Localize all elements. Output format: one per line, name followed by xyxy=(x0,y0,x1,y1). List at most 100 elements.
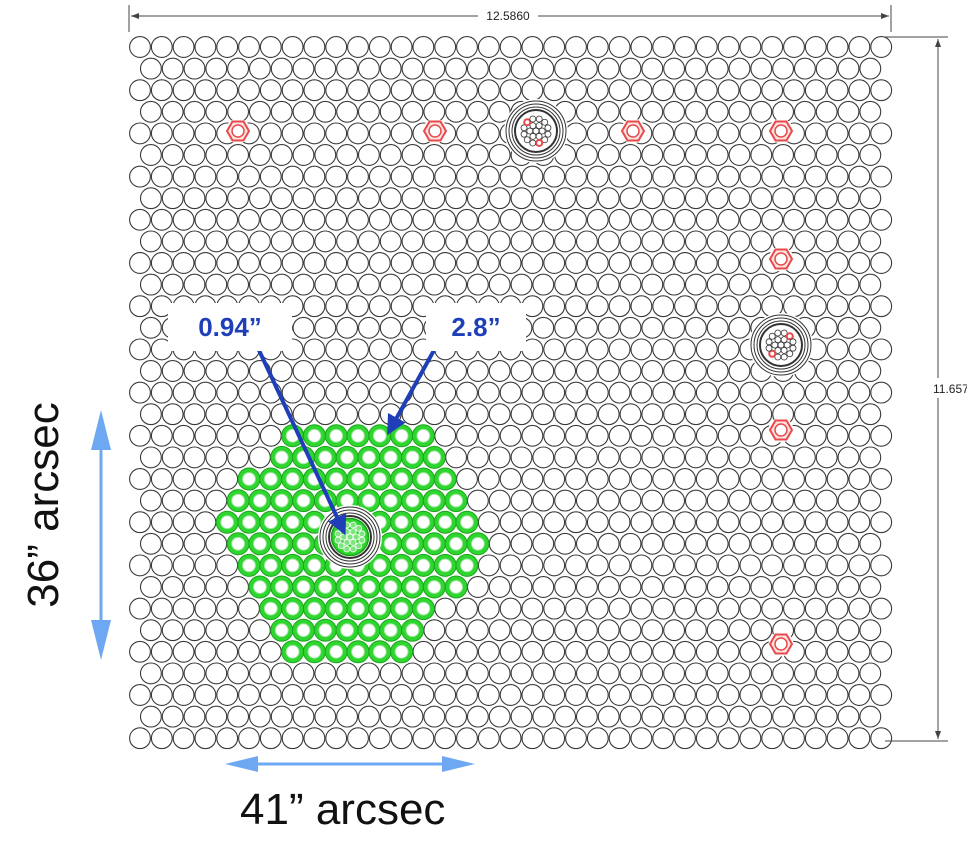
fiber-circle xyxy=(139,532,162,555)
fiber-circle xyxy=(281,122,304,145)
fiber-circle xyxy=(575,576,598,598)
fiber-circle xyxy=(347,381,369,404)
fiber-circle xyxy=(717,165,740,188)
highlighted-fiber-core xyxy=(416,515,431,530)
fiber-circle xyxy=(695,208,718,231)
highlighted-fiber-core xyxy=(449,536,464,551)
fiber-circle xyxy=(456,424,478,447)
bundle-ring xyxy=(319,506,381,568)
fiber-circle xyxy=(630,597,653,620)
fiber-circle xyxy=(739,424,762,447)
fiber-circle xyxy=(870,468,893,490)
fiber-circle xyxy=(859,316,882,339)
fiber-circle xyxy=(565,511,587,534)
fiber-circle xyxy=(826,381,849,404)
fiber-circle xyxy=(663,662,686,685)
fiber-circle xyxy=(314,57,337,80)
fiber-circle xyxy=(499,468,522,490)
fiber-circle xyxy=(706,57,729,80)
highlighted-fiber-core xyxy=(285,644,300,659)
fiber-circle xyxy=(456,252,478,274)
fiber-circle xyxy=(739,36,762,58)
fiber-circle xyxy=(793,230,816,253)
fiber-circle xyxy=(379,144,402,166)
fiber-circle xyxy=(205,230,228,253)
highlighted-fiber-core xyxy=(329,601,344,616)
pitch-arrow xyxy=(387,342,440,436)
fiber-circle xyxy=(510,360,533,382)
fiber-circle xyxy=(259,727,282,750)
fiber-circle xyxy=(543,727,566,750)
highlighted-fiber-core xyxy=(274,580,289,594)
fiber-circle xyxy=(554,57,577,80)
fiber-circle xyxy=(336,705,359,728)
fiber-circle xyxy=(434,208,457,231)
fiber-circle xyxy=(347,252,369,274)
bundle-ring xyxy=(505,100,567,162)
fiber-circle xyxy=(619,273,642,296)
highlighted-fiber-core xyxy=(263,472,278,486)
highlighted-fiber-core xyxy=(274,536,289,551)
fiber-circle xyxy=(129,338,151,361)
bundle-ring xyxy=(511,106,561,156)
fiber-circle xyxy=(139,230,162,253)
fiber-circle xyxy=(477,727,500,750)
fiber-circle xyxy=(347,338,369,361)
fiber-circle xyxy=(488,619,511,642)
fiber-circle xyxy=(804,597,827,620)
fiber-circle xyxy=(870,252,893,274)
fiber-circle xyxy=(238,640,260,663)
fiber-circle xyxy=(837,662,860,685)
fiber-circle xyxy=(684,57,707,80)
fiber-circle xyxy=(510,403,533,426)
fiber-circle xyxy=(521,424,544,447)
fiber-circle xyxy=(630,511,653,534)
fiber-circle xyxy=(150,208,173,231)
fiber-circle xyxy=(259,684,282,706)
highlighted-fiber-core xyxy=(405,493,420,508)
fiber-circle xyxy=(815,360,838,382)
fiber-circle xyxy=(750,446,773,469)
fiber-circle xyxy=(543,424,566,447)
fiber-circle xyxy=(456,36,478,58)
fiber-circle xyxy=(172,511,195,534)
fiber-circle xyxy=(783,597,805,620)
highlighted-fiber-core xyxy=(394,428,409,443)
fiber-circle xyxy=(434,640,457,663)
fiber-circle xyxy=(663,273,686,296)
fiber-circle xyxy=(521,684,544,706)
fiber-circle xyxy=(194,208,217,231)
fiber-circle xyxy=(837,57,860,80)
fiber-circle xyxy=(717,79,740,102)
highlighted-fiber-core xyxy=(318,580,333,594)
highlighted-fiber-core xyxy=(307,515,322,530)
fiber-circle xyxy=(674,640,696,663)
highlighted-fiber-core xyxy=(383,493,398,508)
fiber-circle xyxy=(597,446,620,469)
bundle-fiber xyxy=(532,127,540,135)
fiber-circle xyxy=(248,403,271,426)
fiber-circle xyxy=(630,468,653,490)
fiber-circle xyxy=(597,705,620,728)
fiber-circle xyxy=(750,662,773,685)
bundle-fiber xyxy=(786,350,794,358)
highlighted-fiber-core xyxy=(285,558,300,573)
fiber-circle xyxy=(804,640,827,663)
bundle-ring xyxy=(753,317,809,373)
fiber-circle xyxy=(510,532,533,555)
fiber-circle xyxy=(379,273,402,296)
fiber-circle xyxy=(837,532,860,555)
fiber-circle xyxy=(161,187,184,210)
fiber-circle xyxy=(216,165,239,188)
fiber-circle xyxy=(575,316,598,339)
fiber-circle xyxy=(641,576,664,598)
fiber-circle xyxy=(292,100,315,123)
fiber-circle xyxy=(401,57,424,80)
fiber-circle xyxy=(412,640,435,663)
fiber-circle xyxy=(641,57,664,80)
fiber-circle xyxy=(859,100,882,123)
fiber-circle xyxy=(532,273,555,296)
fiber-circle xyxy=(608,511,631,534)
bundle-fiber xyxy=(535,132,543,140)
highlighted-fiber-core xyxy=(274,623,289,638)
